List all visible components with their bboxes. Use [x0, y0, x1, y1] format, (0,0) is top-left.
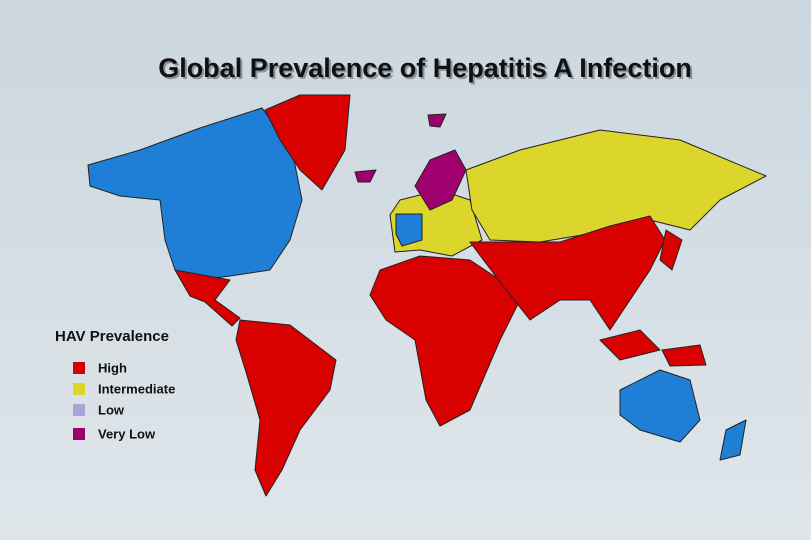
legend-label: Intermediate: [98, 381, 175, 396]
title: Global Prevalence of Hepatitis A Infecti…: [158, 53, 692, 83]
russia: [465, 129, 767, 243]
africa: [369, 255, 521, 427]
world-map: [87, 94, 767, 497]
legend-label: Low: [98, 402, 125, 417]
asia: [469, 215, 666, 331]
new-zealand: [719, 419, 747, 461]
iceland: [354, 169, 377, 183]
legend-swatch: [73, 362, 85, 374]
svalbard: [427, 113, 447, 128]
title-shadow: Global Prevalence of Hepatitis A Infecti…: [160, 55, 694, 85]
new-guinea: [661, 344, 707, 367]
legend-label: Very Low: [98, 426, 156, 441]
legend-swatch: [73, 428, 85, 440]
legend-swatch: [73, 383, 85, 395]
central-america: [174, 269, 241, 327]
legend-title: HAV Prevalence: [55, 328, 169, 345]
australia: [619, 369, 701, 443]
western-europe: [395, 213, 423, 247]
legend-label: High: [98, 360, 127, 375]
south-america: [235, 319, 337, 497]
legend-swatch: [73, 404, 85, 416]
japan: [659, 229, 683, 271]
greenland: [264, 94, 351, 191]
indonesia: [599, 329, 661, 361]
north-america: [87, 107, 303, 281]
legend: HAV Prevalence High Intermediate Low Very L…: [55, 328, 175, 441]
